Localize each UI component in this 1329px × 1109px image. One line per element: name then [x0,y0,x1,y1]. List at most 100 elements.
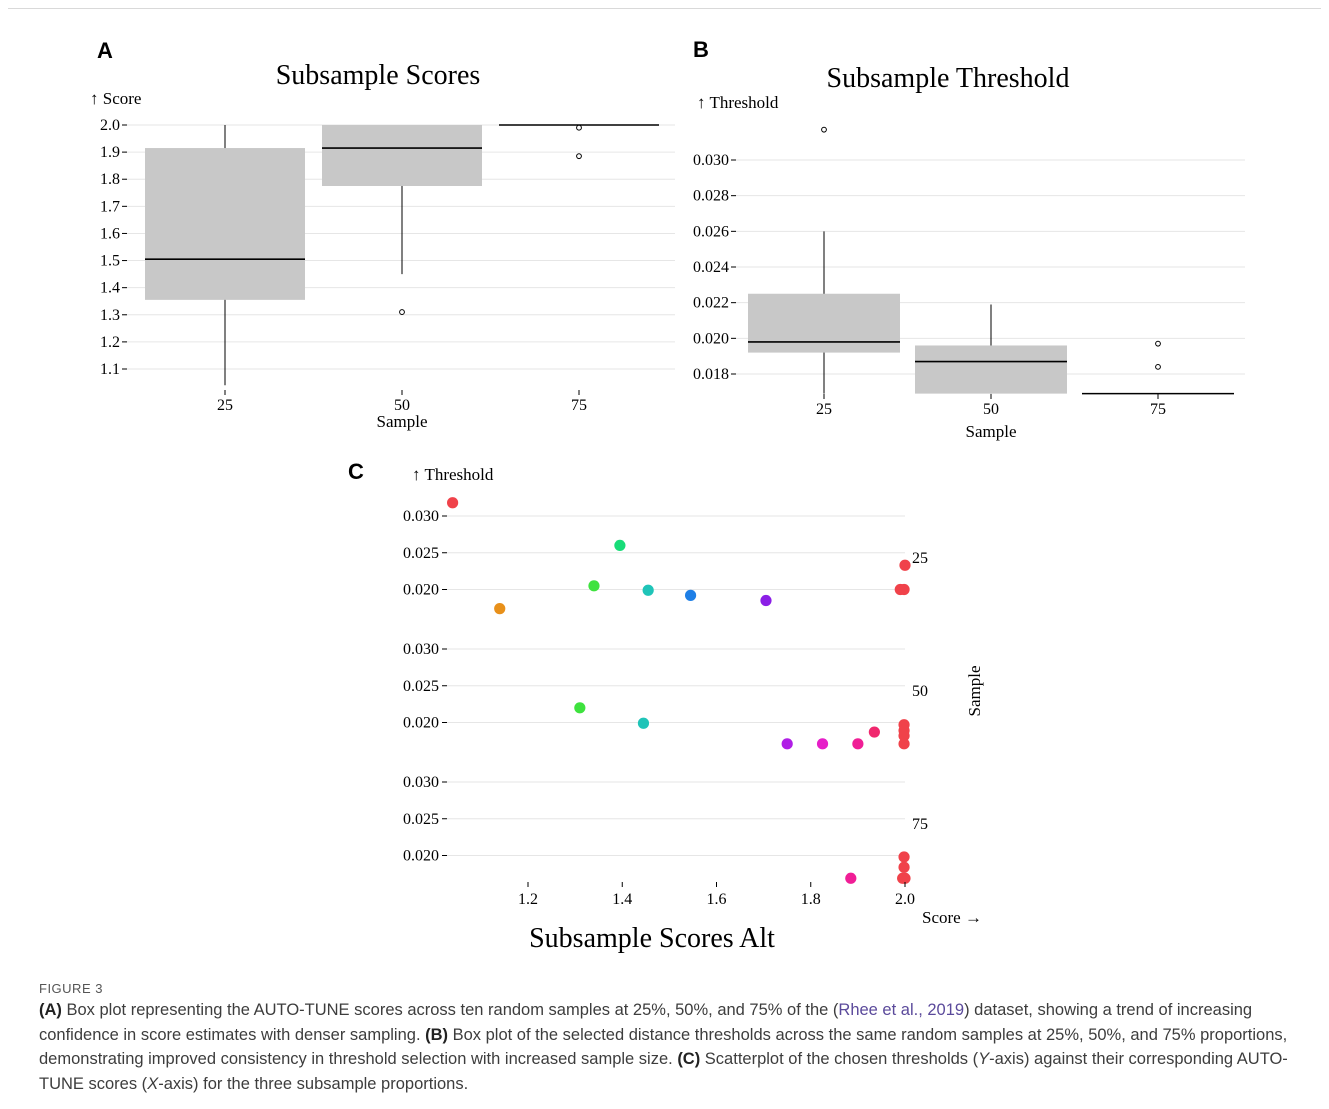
y-tick-label-1.6: 1.6 [100,225,120,242]
box-75 [1082,340,1234,395]
point-25-1 [494,603,506,615]
iqr-box-25 [145,148,305,300]
y-tick-label-0.030: 0.030 [403,774,439,791]
y-tick-label-1.3: 1.3 [100,307,120,324]
point-50-3 [816,738,829,750]
chart-c-subsample-scores-alt: ↑ Threshold Score → Subsample Scores Alt Sa… [403,465,984,954]
y-tick-label-1.2: 1.2 [100,334,120,351]
y-tick-label-0.020: 0.020 [403,715,439,732]
y-tick-label-0.020: 0.020 [693,330,729,347]
box-25 [748,126,900,394]
point-75-4 [899,872,911,884]
iqr-box-25 [748,293,900,353]
outlier-75-0 [576,124,582,131]
panel-letter-b: B [693,37,709,62]
x-axis-label: Sample [966,422,1017,441]
chart-title: Subsample Scores [276,60,481,91]
point-75-2 [898,851,910,863]
caption-part-c-label: (C) [677,1050,701,1068]
iqr-box-50 [322,125,482,186]
x-tick-label-50: 50 [983,401,999,418]
caption-part-c-text-2: -axis) against their corresponding AUTO-… [39,1050,1288,1093]
caption-y-axis: Y [978,1050,990,1068]
chart-a-subsample-scores: Subsample Scores ↑ Score Sample 2.0 1.9 1.8 1.… [90,60,675,431]
caption-part-a-text-2: ) dataset, showing a trend of increasing… [39,1001,1253,1044]
x-tick-label-1.6: 1.6 [707,891,727,908]
facet-75: 0.030 0.025 0.020 75 [403,774,928,884]
chart-title: Subsample Threshold [827,63,1070,94]
figure-canvas: A B C Subsample Scores ↑ Score Sample 2.0 1.… [90,37,1245,954]
y-tick-label-0.030: 0.030 [693,152,729,169]
x-tick-label-1.8: 1.8 [801,891,821,908]
y-tick-label-0.026: 0.026 [693,223,729,240]
point-50-9 [898,738,910,750]
y-tick-label-1.8: 1.8 [100,171,120,188]
iqr-box-50 [915,345,1067,394]
chart-b-subsample-threshold: Subsample Threshold ↑ Threshold Sample 0.03… [693,63,1245,441]
facet-label-25: 25 [912,550,928,567]
chart-title: Subsample Scores Alt [529,923,775,954]
point-75-0 [845,872,857,884]
outlier-25-0 [821,126,827,133]
facet-25: 0.030 0.025 0.020 25 [403,497,928,615]
x-axis-label: Sample [377,412,428,431]
y-tick-label-0.025: 0.025 [403,545,439,562]
point-25-8 [898,583,910,596]
box-25 [145,125,305,386]
box-50 [322,125,482,315]
y-axis-label: ↑ Score [90,89,141,108]
y-tick-label-0.024: 0.024 [693,259,729,276]
y-tick-label-1.7: 1.7 [100,198,120,215]
y-tick-label-0.022: 0.022 [693,295,729,312]
box-50 [915,304,1067,394]
caption-part-b-label: (B) [425,1025,449,1044]
x-tick-label-75: 75 [571,397,587,414]
caption-part-c-text-3: -axis) for the three subsample proportio… [158,1074,469,1093]
y-tick-label-0.030: 0.030 [403,641,439,658]
y-axis-label: ↑ Threshold [412,465,494,484]
y-tick-label-0.018: 0.018 [693,366,729,383]
point-50-4 [852,738,864,750]
y-tick-label-2.0: 2.0 [100,117,120,134]
panel-letter-c: C [348,459,364,484]
outlier-75-1 [576,153,582,160]
point-50-1 [637,717,650,729]
top-rule [8,8,1321,9]
point-25-4 [642,584,654,596]
y-tick-label-0.020: 0.020 [403,848,439,865]
y-tick-label-0.028: 0.028 [693,188,729,205]
facet-50: 0.030 0.025 0.020 50 [403,641,928,750]
point-25-5 [684,589,697,601]
x-tick-label-25: 25 [217,397,233,414]
y-tick-label-0.025: 0.025 [403,678,439,695]
y-tick-label-1.5: 1.5 [100,253,120,270]
figure-caption: FIGURE 3 (A) Box plot representing the A… [39,981,1309,1096]
caption-part-b-text: Box plot of the selected distance thresh… [39,1025,1288,1069]
y-tick-label-1.4: 1.4 [100,280,120,297]
panel-letter-a: A [97,38,113,63]
x-tick-label-1.4: 1.4 [612,891,632,908]
caption-x-axis: X [147,1074,159,1093]
point-25-0 [447,497,459,509]
point-50-5 [868,726,880,738]
y-tick-label-1.9: 1.9 [100,144,120,161]
caption-part-a-label: (A) [39,1001,62,1019]
point-75-3 [898,861,910,873]
facet-label-50: 50 [912,683,928,700]
y-tick-label-0.020: 0.020 [403,582,439,599]
box-75 [499,124,659,160]
x-tick-label-2.0: 2.0 [895,891,915,908]
facet-axis-label: Sample [965,666,984,717]
citation-link[interactable]: Rhee et al., 2019 [838,1001,965,1019]
outlier-75-0 [1155,340,1161,347]
x-tick-label-25: 25 [816,401,832,418]
point-25-3 [614,539,626,552]
figure-label: FIGURE 3 [39,981,103,996]
facet-label-75: 75 [912,816,928,833]
point-50-0 [574,702,586,714]
x-tick-label-50: 50 [394,397,410,414]
caption-part-c-text-1: Scatterplot of the chosen thresholds ( [700,1050,979,1068]
point-25-2 [588,580,600,592]
point-25-9 [899,559,911,571]
outlier-75-1 [1155,363,1161,370]
